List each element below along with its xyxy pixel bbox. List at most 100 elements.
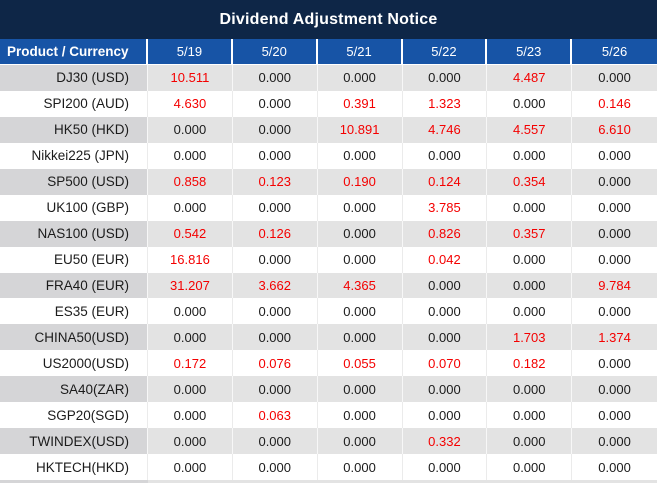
column-header-date-5: 5/26 xyxy=(601,44,628,59)
value-cell: 0.000 xyxy=(572,376,657,403)
value-cell: 0.124 xyxy=(402,168,488,195)
value-cell: 0.000 xyxy=(572,298,657,325)
value-cell: 0.000 xyxy=(402,298,488,325)
value-cell: 0.000 xyxy=(317,428,403,455)
value-cell: 0.076 xyxy=(232,350,318,377)
product-cell: SPI200 (AUD) xyxy=(0,90,148,117)
value-cell: 0.000 xyxy=(232,142,318,169)
value-cell: 6.610 xyxy=(572,116,657,143)
value-cell: 0.063 xyxy=(232,402,318,429)
table-row: SGP20(SGD) 0.000 0.063 0.000 0.000 0.000 0.000 xyxy=(0,402,657,429)
value-cell: 0.000 xyxy=(487,90,573,117)
page-title: Dividend Adjustment Notice xyxy=(219,10,438,28)
value-cell: 0.000 xyxy=(572,428,657,455)
value-cell: 0.000 xyxy=(317,194,403,221)
value-cell: 1.703 xyxy=(487,324,573,351)
value-cell: 0.000 xyxy=(317,324,403,351)
column-header-date-0: 5/19 xyxy=(148,39,233,64)
table-row: SP500 (USD) 0.858 0.123 0.190 0.124 0.354 0.00… xyxy=(0,168,657,195)
value-cell: 0.000 xyxy=(572,454,657,480)
table-row: HKTECH(HKD) 0.000 0.000 0.000 0.000 0.000 0.00… xyxy=(0,454,657,480)
value-cell: 10.891 xyxy=(317,116,403,143)
value-cell: 0.000 xyxy=(317,246,403,273)
table-row: US2000(USD) 0.172 0.076 0.055 0.070 0.182 0.00… xyxy=(0,350,657,377)
value-cell: 0.055 xyxy=(317,350,403,377)
product-cell: Nikkei225 (JPN) xyxy=(0,142,148,169)
column-header-product: Product / Currency xyxy=(0,39,148,64)
value-cell: 4.630 xyxy=(148,90,233,117)
product-cell: SP500 (USD) xyxy=(0,168,148,195)
value-cell: 0.000 xyxy=(487,194,573,221)
value-cell: 10.511 xyxy=(148,65,233,91)
value-cell: 0.000 xyxy=(402,324,488,351)
value-cell: 0.000 xyxy=(232,246,318,273)
product-cell: ES35 (EUR) xyxy=(0,298,148,325)
table-row: HK50 (HKD) 0.000 0.000 10.891 4.746 4.557 6.61… xyxy=(0,116,657,143)
value-cell: 0.000 xyxy=(572,168,657,195)
value-cell: 0.000 xyxy=(487,298,573,325)
value-cell: 1.323 xyxy=(402,90,488,117)
value-cell: 0.858 xyxy=(148,168,233,195)
value-cell: 31.207 xyxy=(148,272,233,299)
table-row: Nikkei225 (JPN) 0.000 0.000 0.000 0.000 0.000… xyxy=(0,142,657,169)
value-cell: 0.000 xyxy=(317,65,403,91)
table-body: DJ30 (USD) 10.511 0.000 0.000 0.000 4.487 0.00… xyxy=(0,65,657,480)
value-cell: 0.042 xyxy=(402,246,488,273)
value-cell: 3.662 xyxy=(232,272,318,299)
column-header-date-4: 5/23 xyxy=(487,39,573,64)
value-cell: 0.182 xyxy=(487,350,573,377)
value-cell: 0.000 xyxy=(148,194,233,221)
product-cell: CHINA50(USD) xyxy=(0,324,148,351)
table-row: NAS100 (USD) 0.542 0.126 0.000 0.826 0.357 0.0… xyxy=(0,220,657,247)
value-cell: 0.000 xyxy=(487,376,573,403)
table-row: FRA40 (EUR) 31.207 3.662 4.365 0.000 0.000 9.7… xyxy=(0,272,657,299)
value-cell: 0.000 xyxy=(402,142,488,169)
value-cell: 0.000 xyxy=(572,194,657,221)
value-cell: 1.374 xyxy=(572,324,657,351)
value-cell: 0.354 xyxy=(487,168,573,195)
value-cell: 0.000 xyxy=(572,65,657,91)
value-cell: 0.000 xyxy=(232,298,318,325)
product-cell: DJ30 (USD) xyxy=(0,65,148,91)
value-cell: 0.000 xyxy=(232,324,318,351)
value-cell: 0.000 xyxy=(487,454,573,480)
value-cell: 0.000 xyxy=(317,454,403,480)
column-header-date-1: 5/20 xyxy=(233,39,318,64)
value-cell: 0.000 xyxy=(148,376,233,403)
value-cell: 4.557 xyxy=(487,116,573,143)
value-cell: 0.000 xyxy=(317,298,403,325)
table-row: UK100 (GBP) 0.000 0.000 0.000 3.785 0.000 0.00… xyxy=(0,194,657,221)
column-header-date-3: 5/22 xyxy=(403,39,488,64)
value-cell: 0.000 xyxy=(572,402,657,429)
product-cell: FRA40 (EUR) xyxy=(0,272,148,299)
value-cell: 0.172 xyxy=(148,350,233,377)
value-cell: 0.000 xyxy=(232,376,318,403)
value-cell: 4.365 xyxy=(317,272,403,299)
table-row: TWINDEX(USD) 0.000 0.000 0.000 0.332 0.000 0.0… xyxy=(0,428,657,455)
value-cell: 0.000 xyxy=(317,142,403,169)
value-cell: 0.126 xyxy=(232,220,318,247)
value-cell: 9.784 xyxy=(572,272,657,299)
table-row: CHINA50(USD) 0.000 0.000 0.000 0.000 1.703 1.3… xyxy=(0,324,657,351)
product-cell: HK50 (HKD) xyxy=(0,116,148,143)
value-cell: 0.357 xyxy=(487,220,573,247)
value-cell: 0.000 xyxy=(232,194,318,221)
value-cell: 0.000 xyxy=(487,142,573,169)
table-row: SPI200 (AUD) 4.630 0.000 0.391 1.323 0.000 0.1… xyxy=(0,90,657,117)
value-cell: 0.000 xyxy=(572,142,657,169)
value-cell: 0.000 xyxy=(402,454,488,480)
product-cell: SGP20(SGD) xyxy=(0,402,148,429)
value-cell: 0.146 xyxy=(572,90,657,117)
column-header-date-2: 5/21 xyxy=(318,39,403,64)
value-cell: 0.391 xyxy=(317,90,403,117)
value-cell: 0.000 xyxy=(402,272,488,299)
value-cell: 0.000 xyxy=(402,65,488,91)
value-cell: 0.000 xyxy=(487,402,573,429)
value-cell: 16.816 xyxy=(148,246,233,273)
product-cell: US2000(USD) xyxy=(0,350,148,377)
value-cell: 0.000 xyxy=(232,454,318,480)
title-bar: Dividend Adjustment Notice xyxy=(0,0,657,39)
value-cell: 4.487 xyxy=(487,65,573,91)
value-cell: 0.000 xyxy=(232,428,318,455)
